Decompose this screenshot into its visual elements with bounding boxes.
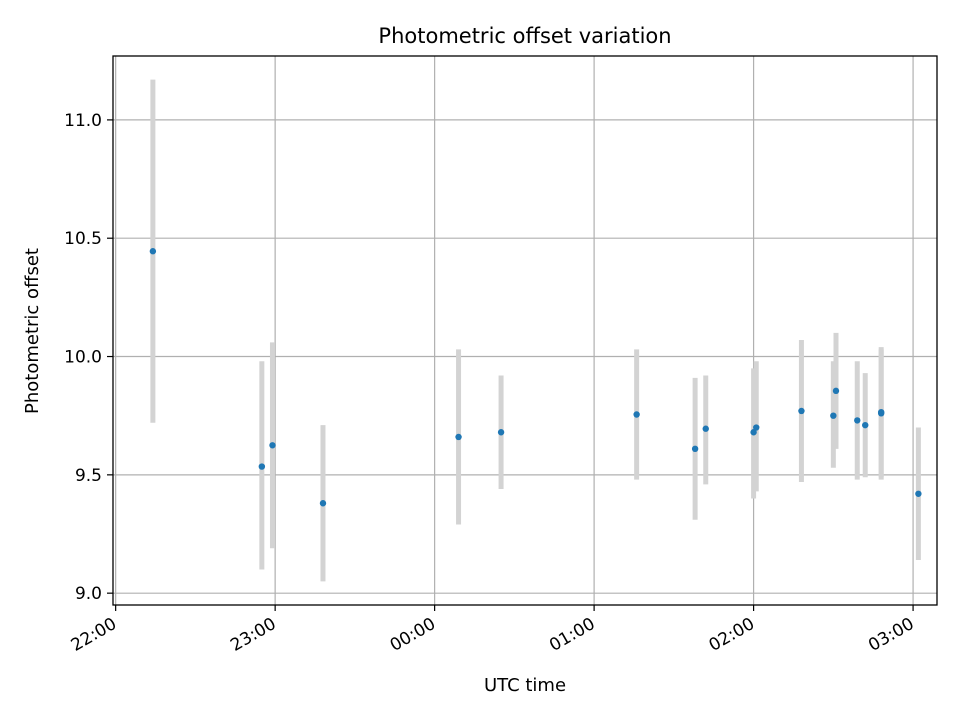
data-point bbox=[497, 429, 505, 436]
data-point bbox=[455, 433, 462, 441]
points bbox=[149, 248, 922, 507]
x-tick-label: 00:00 bbox=[387, 614, 439, 656]
data-point bbox=[633, 411, 640, 418]
data-point bbox=[854, 417, 861, 424]
y-axis-label: Photometric offset bbox=[22, 248, 43, 414]
errorbars bbox=[150, 79, 921, 582]
x-tick-label: 03:00 bbox=[865, 614, 917, 656]
grid bbox=[113, 56, 937, 605]
y-tick-label: 10.0 bbox=[64, 348, 102, 368]
x-tick-label: 22:00 bbox=[68, 614, 120, 656]
x-axis: 22:00 23:00 00:00 01:00 02:00 03:00 bbox=[68, 605, 918, 656]
x-tick-label: 01:00 bbox=[546, 614, 598, 656]
data-point bbox=[832, 387, 840, 395]
y-tick-label: 10.5 bbox=[64, 229, 102, 249]
data-point bbox=[269, 442, 276, 449]
data-point bbox=[258, 463, 266, 470]
x-tick-label: 23:00 bbox=[227, 614, 279, 656]
data-point bbox=[753, 424, 760, 431]
y-tick-label: 9.5 bbox=[75, 466, 102, 486]
x-axis-label: UTC time bbox=[484, 675, 566, 696]
data-point bbox=[798, 407, 805, 415]
data-point bbox=[915, 490, 922, 497]
y-tick-label: 11.0 bbox=[64, 111, 102, 131]
data-point bbox=[702, 425, 709, 432]
data-point bbox=[750, 429, 757, 436]
y-axis: 9.0 9.5 10.0 10.5 11.0 bbox=[64, 111, 113, 604]
data-point bbox=[862, 421, 869, 429]
plot-frame bbox=[112, 55, 938, 606]
data-point bbox=[319, 500, 327, 507]
data-point bbox=[691, 445, 699, 453]
y-tick-label: 9.0 bbox=[75, 584, 102, 604]
data-point bbox=[830, 412, 837, 419]
data-point bbox=[877, 408, 885, 416]
data-point bbox=[149, 248, 157, 255]
x-tick-label: 02:00 bbox=[706, 614, 758, 656]
chart-title: Photometric offset variation bbox=[378, 24, 671, 48]
